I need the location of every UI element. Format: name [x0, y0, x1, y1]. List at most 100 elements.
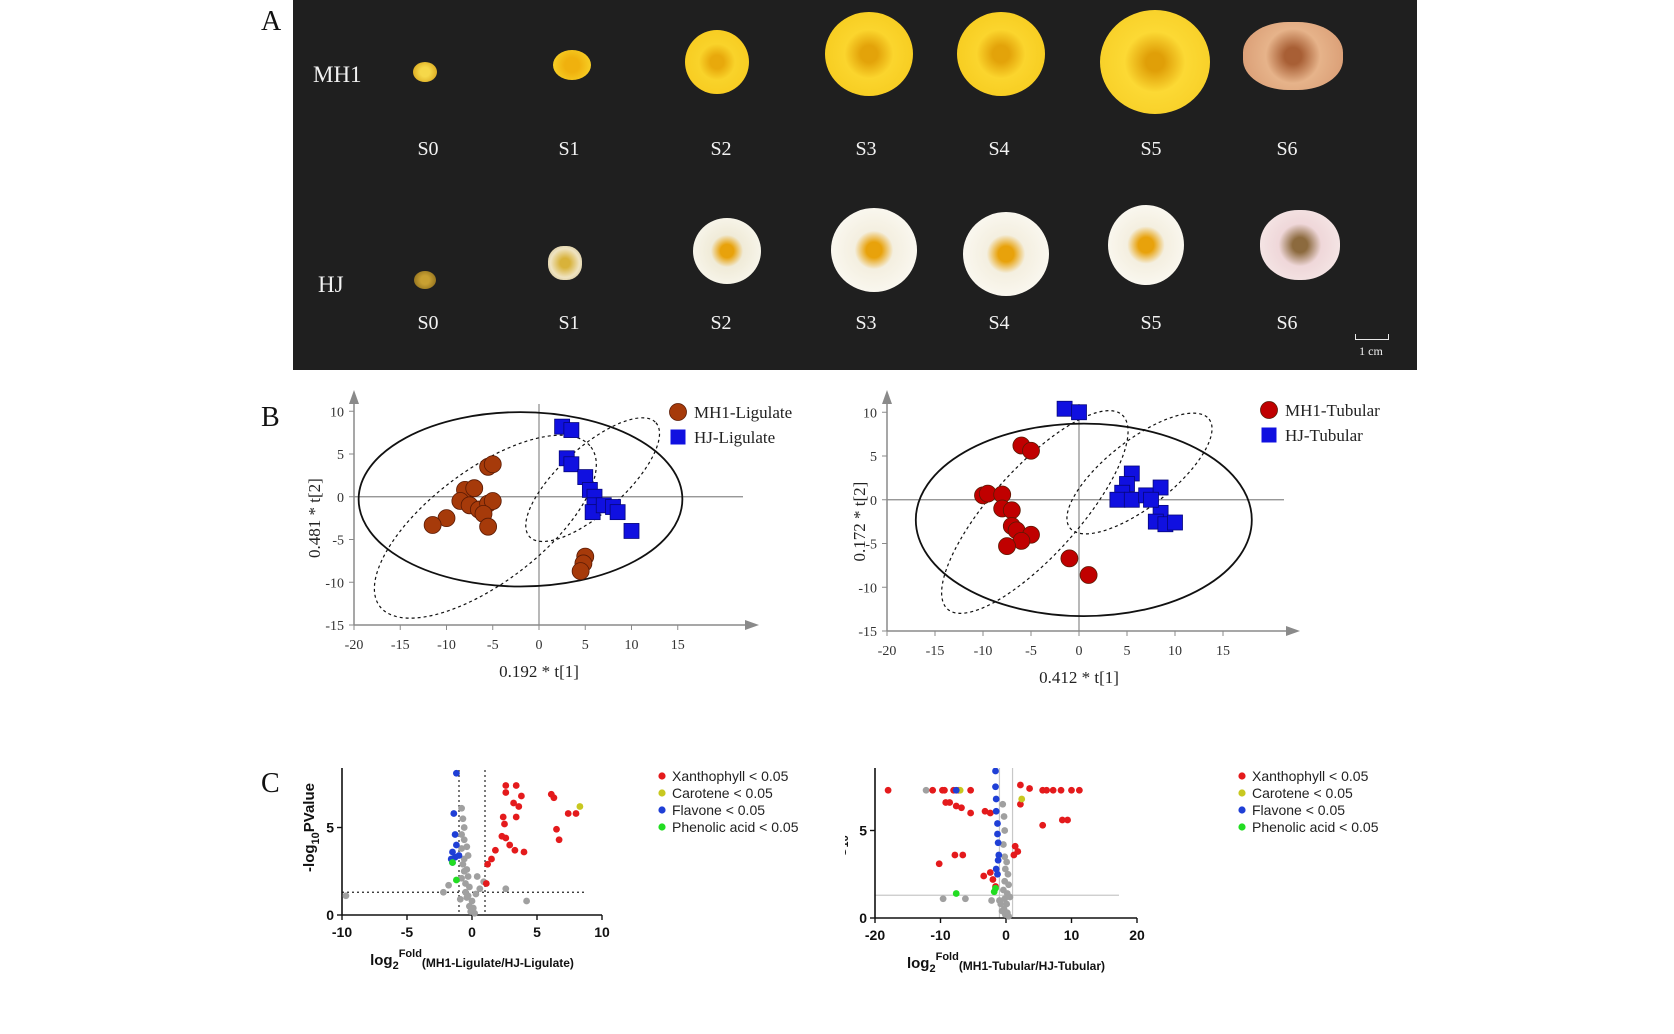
volcano-point [460, 855, 468, 863]
volcano-point [449, 848, 456, 856]
flower-photo-panel: MH1 HJ S0 S1 S2 S3 S4 S5 S6 S0 S1 S2 S3 … [293, 0, 1417, 370]
y-tick-label: 5 [870, 450, 877, 465]
stage-label-mh1-s0: S0 [417, 138, 439, 160]
volcano-point [453, 841, 460, 849]
flower-mh1-s2 [685, 30, 749, 94]
flower-hj-s5 [1108, 205, 1184, 285]
volcano-point [555, 836, 563, 844]
volcano-point [929, 786, 937, 794]
volcano-point [502, 834, 510, 842]
volcano-point [459, 815, 467, 823]
flower-mh1-s1 [553, 50, 591, 80]
volcano-point [450, 810, 458, 817]
x-tick-label: 0 [1002, 927, 1010, 943]
volcano-point [449, 859, 456, 866]
volcano-point [518, 792, 525, 800]
volcano-point [502, 789, 510, 796]
x-tick-label: -15 [926, 644, 945, 659]
volcano-point [1058, 816, 1066, 824]
volcano-point [994, 820, 1001, 827]
score-point-hj [1152, 479, 1169, 496]
stage-label-hj-s1: S1 [558, 312, 580, 334]
x-tick-label: 15 [1216, 644, 1230, 659]
y-tick-label: 0 [859, 910, 867, 926]
volcano-point [471, 909, 478, 917]
volcano-point [961, 895, 969, 903]
scale-bar-label: 1 cm [1359, 344, 1383, 358]
x-tick-label: -10 [930, 927, 950, 943]
legend-marker [658, 772, 666, 780]
volcano-point [451, 831, 459, 838]
volcano-point [988, 897, 995, 904]
volcano-point [884, 786, 892, 794]
legend-label: Flavone < 0.05 [1252, 802, 1345, 818]
volcano-point [1003, 900, 1011, 908]
x-tick-label: -15 [391, 638, 410, 653]
y-axis-arrow [349, 390, 359, 404]
volcano-point [1003, 858, 1011, 866]
legend-marker [1238, 789, 1246, 797]
volcano-point [1049, 786, 1057, 794]
stage-label-hj-s3: S3 [855, 312, 877, 334]
volcano-point [476, 885, 484, 893]
volcano-point [453, 876, 460, 884]
volcano-point [463, 894, 471, 901]
y-tick-label: 10 [863, 406, 877, 421]
score-point-hj [1056, 400, 1073, 417]
flower-hj-s2 [693, 218, 761, 284]
volcano-point [922, 786, 930, 794]
volcano-point [458, 804, 465, 812]
legend-marker [1261, 427, 1277, 443]
volcano-point [986, 869, 994, 876]
volcano-point [492, 846, 499, 854]
y-tick-label: 5 [859, 823, 867, 839]
volcano-point [510, 799, 517, 807]
volcano-point [512, 782, 520, 789]
volcano-point [1075, 786, 1083, 794]
volcano-point [959, 851, 967, 859]
legend-label: MH1-Tubular [1285, 401, 1380, 420]
volcano-point [994, 830, 1001, 838]
volcano-point [995, 851, 1003, 859]
volcano-point [515, 803, 523, 810]
score-point-hj [1143, 491, 1159, 508]
volcano-point [1001, 853, 1009, 861]
x-tick-label: 15 [671, 638, 685, 653]
stage-label-mh1-s3: S3 [855, 138, 877, 160]
volcano-point [990, 888, 998, 896]
score-point-mh1 [423, 516, 442, 534]
volcano-point [1004, 870, 1012, 878]
volcano-point [506, 841, 514, 849]
y-tick-label: -10 [858, 581, 877, 596]
score-point-mh1 [1079, 566, 1098, 584]
legend-marker [658, 806, 666, 814]
volcano-point [981, 807, 989, 815]
volcano-point [992, 807, 1000, 815]
volcano-point [1000, 813, 1008, 820]
score-point-mh1 [571, 562, 590, 581]
y-tick-label: -15 [858, 625, 877, 640]
legend-label: Xanthophyll < 0.05 [1252, 768, 1369, 784]
y-tick-label: -15 [325, 619, 344, 634]
flower-mh1-s4 [957, 12, 1045, 96]
volcano-point [468, 897, 476, 905]
legend-label: HJ-Tubular [1285, 426, 1363, 445]
x-axis-title: log2Fold(MH1-Tubular/HJ-Tubular) [907, 951, 1105, 975]
volcano-point [553, 825, 560, 833]
volcano-point [445, 881, 452, 889]
volcano-point [463, 843, 471, 851]
stage-label-hj-s6: S6 [1276, 312, 1298, 334]
volcano-point [453, 769, 460, 777]
volcano-point [440, 888, 447, 896]
y-tick-label: 5 [326, 820, 334, 836]
volcano-point [989, 876, 997, 883]
score-point-hj [1123, 491, 1140, 508]
volcano-point [1001, 895, 1009, 903]
legend-marker [1238, 772, 1246, 780]
volcano-point [1001, 827, 1009, 834]
volcano-point [502, 885, 510, 893]
volcano-point [1057, 786, 1065, 794]
score-point-mh1 [1022, 441, 1040, 460]
stage-label-hj-s5: S5 [1140, 312, 1162, 334]
volcano-point [999, 800, 1007, 808]
